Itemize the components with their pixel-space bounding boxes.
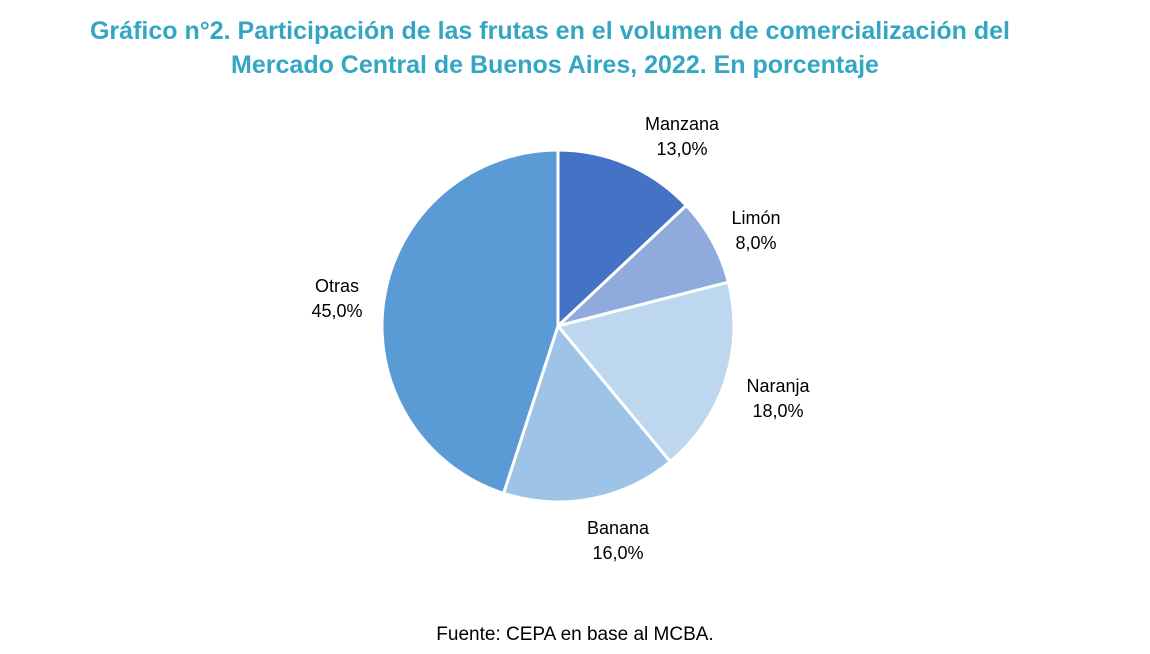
- pie-slice-manzana: [556, 148, 689, 330]
- pie-slice-otras: [380, 148, 560, 496]
- chart-source: Fuente: CEPA en base al MCBA.: [436, 624, 714, 645]
- slice-value-label: 13,0%: [656, 139, 707, 159]
- slice-label: Limón: [731, 208, 780, 228]
- slice-value-label: 45,0%: [311, 301, 362, 321]
- slice-label: Naranja: [746, 376, 810, 396]
- chart-title: Gráfico n°2. Participación de las frutas…: [0, 14, 1100, 82]
- chart-title-line-2: Mercado Central de Buenos Aires, 2022. E…: [231, 51, 879, 79]
- pie-slice-limón: [556, 203, 731, 328]
- slice-label: Otras: [315, 276, 359, 296]
- slice-value-label: 18,0%: [752, 401, 803, 421]
- slice-label: Banana: [587, 518, 650, 538]
- slice-label: Manzana: [645, 114, 720, 134]
- pie-slice-naranja: [555, 280, 736, 464]
- chart-title-line-1: Gráfico n°2. Participación de las frutas…: [89, 17, 1011, 45]
- slice-value-label: 16,0%: [592, 543, 643, 563]
- slice-value-label: 8,0%: [735, 233, 776, 253]
